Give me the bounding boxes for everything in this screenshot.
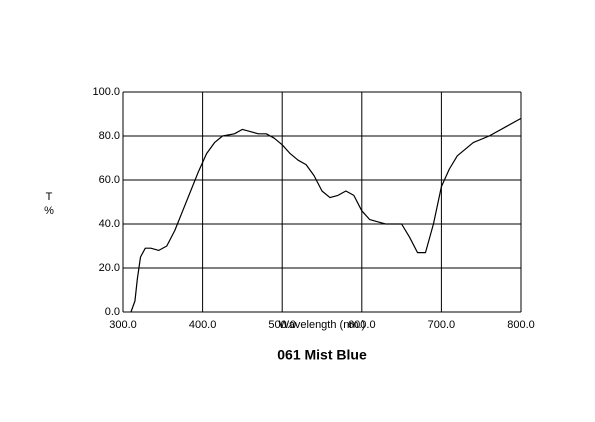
y-axis-label: %: [44, 205, 54, 217]
chart-title: 061 Mist Blue: [277, 347, 367, 363]
x-tick-label: 600.0: [348, 319, 376, 331]
y-tick-label: 100.0: [92, 86, 120, 98]
x-tick-label: 400.0: [189, 319, 217, 331]
y-tick-label: 60.0: [99, 174, 120, 186]
x-tick-label: 700.0: [428, 319, 456, 331]
x-tick-label: 800.0: [507, 319, 535, 331]
x-tick-label: 300.0: [109, 319, 137, 331]
x-tick-label: 500.0: [268, 319, 296, 331]
data-line: [130, 117, 522, 313]
y-tick-label: 0.0: [105, 306, 120, 318]
y-tick-label: 80.0: [99, 130, 120, 142]
y-axis-label: T: [46, 191, 53, 203]
y-tick-label: 20.0: [99, 262, 120, 274]
y-tick-label: 40.0: [99, 218, 120, 230]
x-axis-label: Wavelength (nm.): [279, 319, 365, 331]
